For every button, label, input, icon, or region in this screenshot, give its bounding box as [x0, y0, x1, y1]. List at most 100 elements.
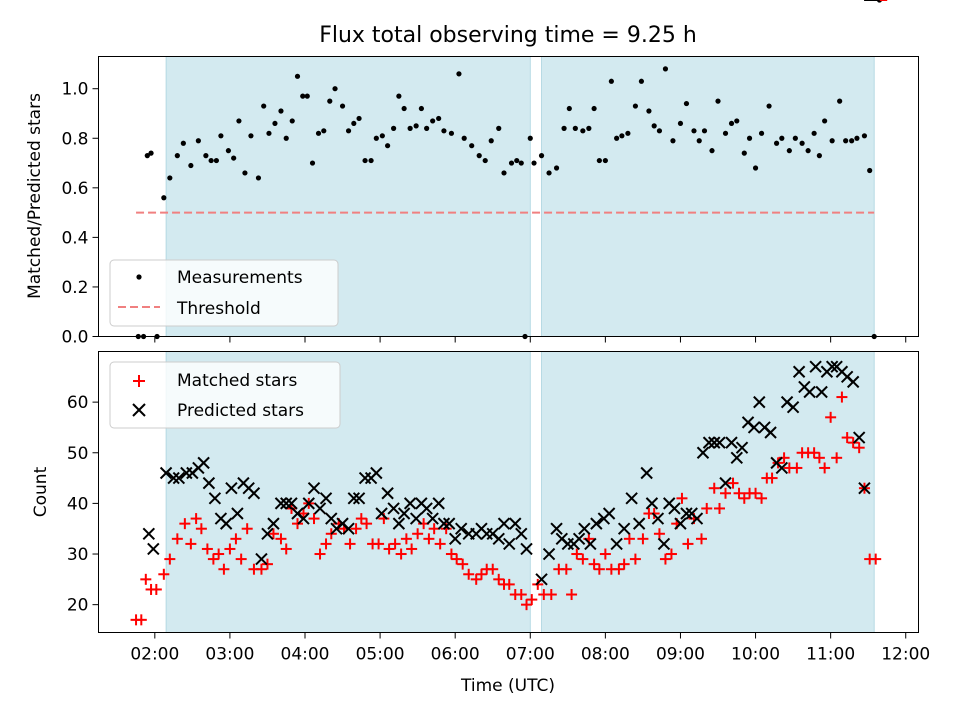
matched-star-point — [355, 513, 367, 525]
matched-star-point — [280, 543, 292, 555]
predicted-star-point-b — [172, 471, 186, 485]
matched-star-point — [475, 568, 487, 580]
measurement-point — [746, 135, 753, 141]
measurement-point — [321, 128, 327, 134]
matched-star-point — [395, 548, 407, 560]
matched-star-point — [695, 533, 707, 545]
measurement-point — [407, 125, 413, 131]
measurement-point — [786, 148, 792, 154]
shaded-region — [541, 56, 875, 337]
matched-star-point — [423, 533, 435, 545]
matched-star-point — [593, 563, 605, 575]
predicted-star-point-b — [142, 527, 156, 540]
bottom-y-axis-label: Count — [31, 466, 51, 517]
x-tick-label: 08:00 — [581, 645, 630, 665]
y-tick-label: 0.2 — [61, 278, 88, 298]
y-tick-label: 30 — [67, 545, 89, 565]
measurement-point — [469, 143, 475, 149]
predicted-star-point — [696, 446, 710, 459]
predicted-star-point-b — [645, 497, 659, 510]
predicted-star-point-b — [208, 492, 222, 505]
top-x-ticks — [154, 336, 907, 343]
predicted-star-point — [632, 517, 646, 530]
matched-star-point — [831, 452, 843, 464]
predicted-star-point — [680, 507, 693, 520]
measurement-point — [758, 130, 765, 136]
matched-star-point — [261, 558, 273, 570]
matched-star-point — [588, 558, 600, 570]
matched-star-point — [825, 411, 837, 423]
predicted-star-point-b — [285, 497, 298, 510]
matched-star-point — [791, 462, 803, 474]
predicted-star-point-b — [735, 441, 749, 454]
matched-star-point — [545, 589, 557, 601]
predicted-star-point-b — [197, 456, 210, 470]
measurement-point — [766, 103, 772, 109]
bottom-x-ticks: 02:00 03:00 04:00 05:00 06:00 07:00 08:00 09:00… — [130, 632, 930, 665]
matched-star-point — [566, 589, 578, 601]
predicted-star-point-b — [758, 421, 771, 434]
measurement-point — [580, 128, 586, 134]
predicted-star-point-b — [420, 502, 433, 515]
measurement-point — [315, 130, 322, 136]
x-tick-label: 07:00 — [506, 645, 555, 665]
predicted-star-point — [713, 436, 726, 449]
top-y-axis-label: Matched/Predicted stars — [25, 93, 45, 299]
predicted-star-point-b — [747, 421, 761, 434]
measurement-point — [837, 98, 843, 104]
predicted-star-point — [225, 481, 238, 495]
predicted-star-point — [426, 512, 439, 525]
predicted-star-point-b — [786, 400, 800, 414]
matched-star-point — [819, 462, 831, 474]
measurement-point — [553, 165, 560, 171]
measurement-point — [527, 135, 533, 141]
predicted-star-point — [492, 532, 505, 546]
predicted-star-point — [342, 522, 355, 535]
matched-star-point — [503, 578, 515, 590]
matched-star-point — [521, 599, 533, 611]
predicted-star-point — [313, 502, 327, 515]
predicted-star-point-b — [708, 436, 721, 449]
x-tick-label: 05:00 — [356, 645, 405, 665]
predicted-star-point — [319, 492, 333, 505]
legend-label-predicted: Predicted stars — [177, 401, 304, 421]
predicted-star-point — [852, 431, 866, 444]
predicted-star-point-b — [764, 426, 777, 439]
measurement-point — [167, 175, 173, 181]
predicted-star-point-b — [725, 436, 738, 449]
predicted-star-point-b — [370, 466, 383, 480]
measurement-point — [356, 115, 362, 122]
predicted-star-point-b — [225, 481, 238, 495]
matched-star-point — [350, 523, 362, 535]
matched-star-point — [445, 548, 457, 560]
predicted-star-point — [803, 385, 816, 399]
predicted-star-point-b — [780, 395, 794, 409]
measurement-point — [614, 135, 620, 141]
matched-star-point — [766, 472, 778, 484]
predicted-star-point — [725, 436, 738, 449]
predicted-star-point-b — [617, 522, 631, 535]
predicted-star-point — [578, 522, 591, 535]
predicted-star-point-b — [713, 436, 726, 449]
predicted-star-point-b — [219, 517, 233, 530]
matched-star-point — [361, 518, 373, 530]
predicted-star-point — [602, 507, 616, 520]
measurement-point — [231, 155, 237, 161]
predicted-star-point — [261, 527, 274, 540]
predicted-star-point — [846, 375, 860, 389]
measurement-point — [255, 175, 262, 181]
predicted-star-point-b — [267, 517, 280, 530]
predicted-star-point — [825, 360, 839, 373]
matched-star-point — [738, 492, 750, 504]
measurement-point — [602, 157, 608, 164]
measurement-point — [413, 123, 419, 129]
measurement-point — [625, 130, 631, 136]
measurement-point — [867, 167, 873, 174]
predicted-star-point — [147, 542, 160, 556]
predicted-star-point-b — [454, 522, 468, 535]
matched-star-point — [560, 563, 572, 575]
predicted-star-point-b — [261, 527, 274, 540]
measurement-point — [656, 128, 663, 134]
predicted-star-point-b — [809, 360, 822, 373]
y-tick-label: 40 — [67, 494, 89, 514]
